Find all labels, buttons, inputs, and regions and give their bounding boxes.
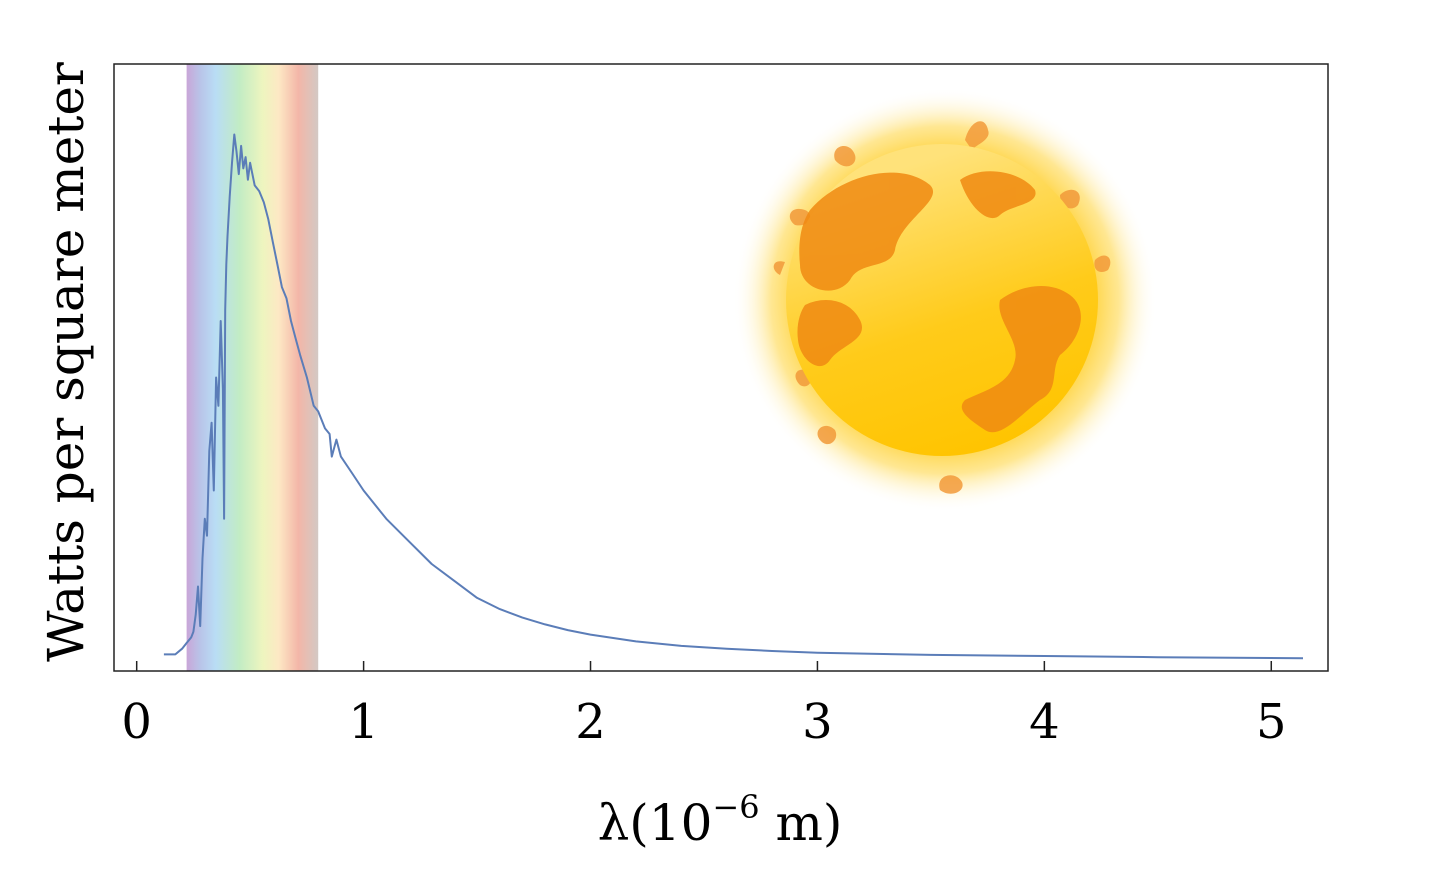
spectrum-line: [163, 133, 1304, 660]
x-tick-label: 1: [348, 694, 379, 750]
y-axis-title: Watts per square meter: [37, 62, 95, 662]
x-tick-label: 2: [575, 694, 606, 750]
x-axis-title-suffix: m): [760, 794, 843, 852]
plot-frame: [113, 63, 1329, 672]
visible-spectrum-band: [186, 64, 319, 671]
x-tick-label: 4: [1029, 694, 1060, 750]
x-axis-title-exponent: −6: [712, 788, 759, 826]
x-axis-title-prefix: λ(10: [598, 794, 713, 852]
x-tick-label: 5: [1256, 694, 1287, 750]
x-axis-title: λ(10−6 m): [598, 788, 843, 852]
x-tick-label: 3: [802, 694, 833, 750]
x-tick-label: 0: [121, 694, 152, 750]
sun-illustration: [733, 88, 1157, 512]
x-axis-ticks: 0 1 2 3 4 5: [121, 661, 1287, 750]
